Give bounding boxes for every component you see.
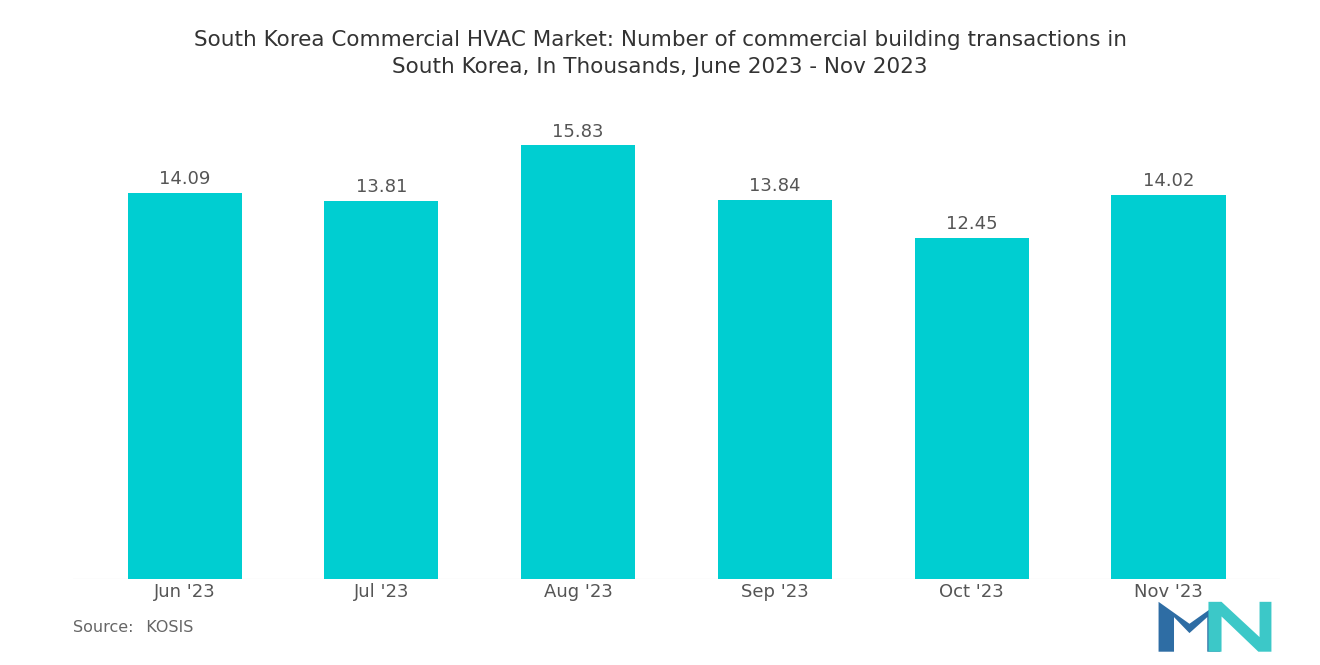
Polygon shape [1209, 602, 1271, 652]
Text: South Korea, In Thousands, June 2023 - Nov 2023: South Korea, In Thousands, June 2023 - N… [392, 57, 928, 76]
Text: 15.83: 15.83 [552, 122, 603, 140]
Text: 12.45: 12.45 [946, 215, 998, 233]
Bar [128, 193, 242, 579]
Bar [521, 146, 635, 579]
Text: Source:: Source: [73, 620, 133, 635]
Text: 14.02: 14.02 [1143, 172, 1195, 190]
Bar [915, 238, 1028, 579]
Text: 14.09: 14.09 [158, 170, 210, 188]
Polygon shape [1159, 602, 1220, 652]
Text: 13.84: 13.84 [750, 177, 801, 195]
Text: 13.81: 13.81 [355, 178, 407, 196]
Bar [718, 200, 832, 579]
Text: South Korea Commercial HVAC Market: Number of commercial building transactions i: South Korea Commercial HVAC Market: Numb… [194, 30, 1126, 50]
Text: KOSIS: KOSIS [136, 620, 193, 635]
Bar [325, 201, 438, 579]
Bar [1111, 195, 1225, 579]
